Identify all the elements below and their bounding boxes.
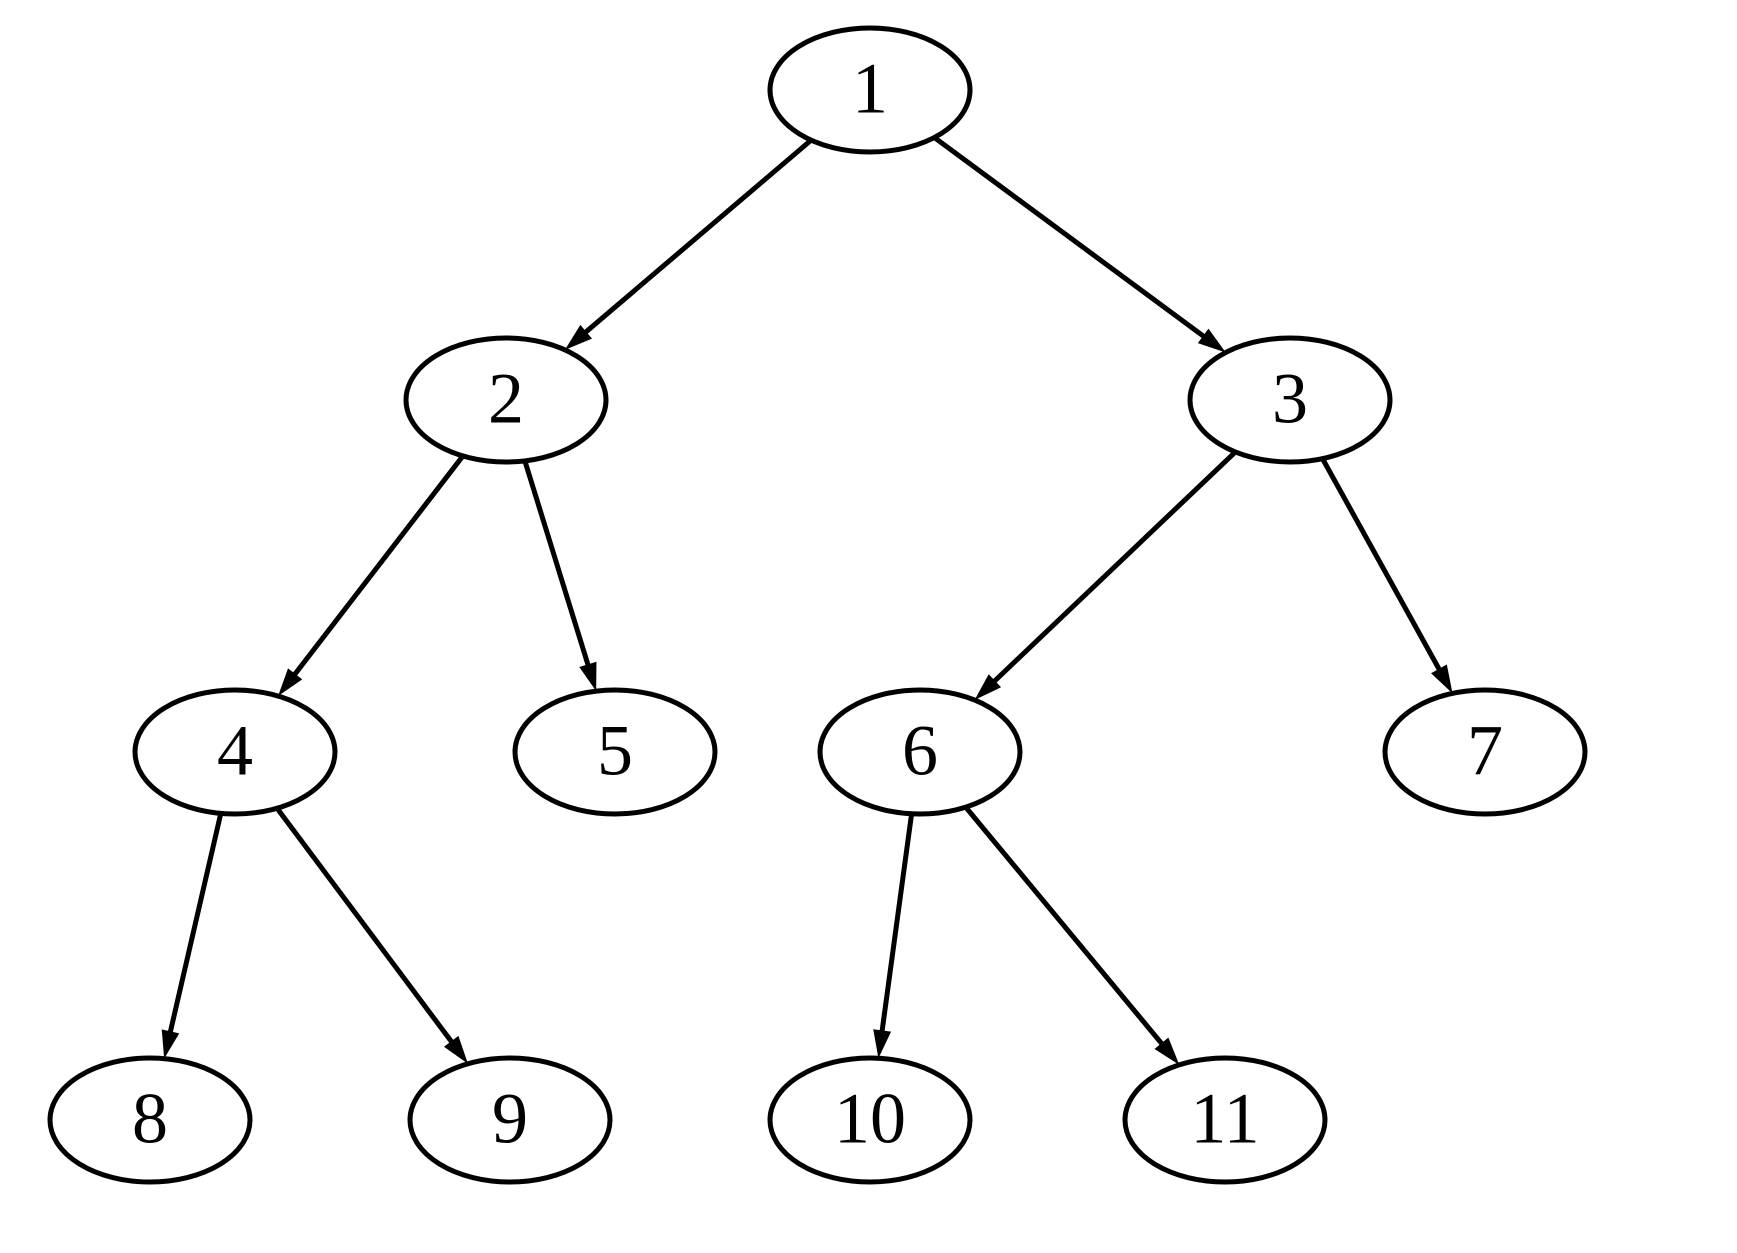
arrowhead-n2-n5 bbox=[579, 662, 596, 691]
node-n7: 7 bbox=[1385, 690, 1585, 814]
node-label-n3: 3 bbox=[1272, 358, 1308, 438]
node-n4: 4 bbox=[135, 690, 335, 814]
arrowhead-n6-n10 bbox=[873, 1029, 891, 1058]
node-label-n2: 2 bbox=[488, 358, 524, 438]
edge-n6-n11 bbox=[966, 807, 1171, 1054]
node-n6: 6 bbox=[820, 690, 1020, 814]
node-n9: 9 bbox=[410, 1058, 610, 1182]
node-label-n6: 6 bbox=[902, 710, 938, 790]
edges-group bbox=[162, 137, 1453, 1064]
edge-n2-n5 bbox=[525, 461, 592, 678]
node-label-n4: 4 bbox=[217, 710, 253, 790]
node-label-n1: 1 bbox=[852, 48, 888, 128]
edge-n3-n6 bbox=[985, 452, 1236, 690]
node-n11: 11 bbox=[1125, 1058, 1325, 1182]
node-n10: 10 bbox=[770, 1058, 970, 1182]
nodes-group: 1 2 3 4 5 6 7 8 9 10 11 bbox=[50, 28, 1585, 1182]
node-label-n8: 8 bbox=[132, 1078, 168, 1158]
node-label-n5: 5 bbox=[597, 710, 633, 790]
node-n3: 3 bbox=[1190, 338, 1390, 462]
node-n1: 1 bbox=[770, 28, 970, 152]
edge-n1-n2 bbox=[576, 140, 812, 341]
edge-n3-n7 bbox=[1322, 459, 1445, 681]
node-label-n9: 9 bbox=[492, 1078, 528, 1158]
edge-n1-n3 bbox=[934, 137, 1214, 344]
node-n2: 2 bbox=[406, 338, 606, 462]
edge-n6-n10 bbox=[880, 814, 911, 1045]
edge-n4-n9 bbox=[277, 808, 460, 1052]
node-label-n11: 11 bbox=[1190, 1078, 1259, 1158]
tree-diagram: 1 2 3 4 5 6 7 8 9 10 11 bbox=[0, 0, 1737, 1253]
node-label-n7: 7 bbox=[1467, 710, 1503, 790]
edge-n2-n4 bbox=[287, 456, 463, 685]
node-n5: 5 bbox=[515, 690, 715, 814]
arrowhead-n4-n8 bbox=[162, 1029, 180, 1058]
node-n8: 8 bbox=[50, 1058, 250, 1182]
arrowhead-n3-n7 bbox=[1431, 665, 1452, 694]
edge-n4-n8 bbox=[167, 813, 220, 1045]
node-label-n10: 10 bbox=[834, 1078, 906, 1158]
